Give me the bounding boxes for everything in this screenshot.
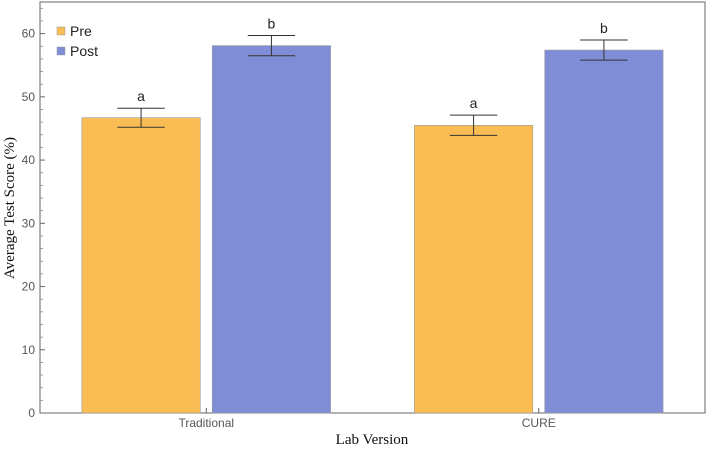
significance-labels: a b a b [137, 16, 608, 112]
sig-label-pre-traditional: a [137, 88, 145, 104]
y-axis: 0 10 20 30 40 50 60 [22, 7, 45, 420]
bars [81, 45, 664, 414]
y-tick-label-40: 40 [22, 153, 36, 167]
y-tick-label-60: 60 [22, 27, 36, 41]
sig-label-pre-cure: a [470, 95, 478, 111]
error-bars [117, 35, 628, 136]
y-tick-label-20: 20 [22, 280, 36, 294]
legend: Pre Post [56, 23, 98, 59]
y-tick-label-30: 30 [22, 216, 36, 230]
x-tick-label-cure: CURE [522, 416, 556, 430]
x-tick-label-traditional: Traditional [178, 416, 234, 430]
plot-frame [39, 1, 706, 414]
bar-pre-traditional [81, 117, 201, 414]
y-tick-label-10: 10 [22, 343, 36, 357]
x-axis-title: Lab Version [336, 432, 409, 448]
sig-label-post-cure: b [600, 20, 608, 36]
y-tick-label-50: 50 [22, 90, 36, 104]
bar-post-cure [544, 49, 664, 414]
y-axis-title: Average Test Score (%) [2, 137, 18, 279]
x-axis: Traditional CURE [178, 408, 556, 430]
legend-label-post: Post [70, 43, 98, 59]
y-tick-label-0: 0 [28, 406, 35, 420]
bar-post-traditional [211, 45, 331, 414]
bar-pre-cure [414, 125, 534, 414]
sig-label-post-traditional: b [268, 16, 276, 32]
legend-swatch-pre [56, 26, 66, 36]
legend-swatch-post [56, 46, 66, 56]
legend-label-pre: Pre [70, 23, 92, 39]
